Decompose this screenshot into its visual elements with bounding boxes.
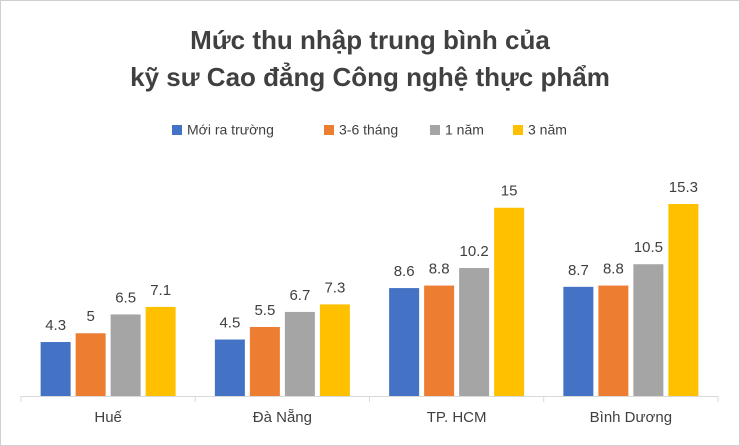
value-label: 8.7 xyxy=(568,262,589,279)
bar xyxy=(598,285,629,396)
legend-label: 3-6 tháng xyxy=(339,122,398,138)
bar xyxy=(214,339,245,396)
value-label: 4.5 xyxy=(219,314,240,331)
bar xyxy=(284,311,315,396)
value-label: 7.1 xyxy=(150,282,171,299)
value-label: 6.5 xyxy=(115,289,136,306)
bar xyxy=(75,333,106,396)
chart-title: kỹ sư Cao đẳng Công nghệ thực phẩm xyxy=(130,61,610,92)
value-label: 6.7 xyxy=(289,287,310,304)
x-tick-label: TP. HCM xyxy=(427,409,487,426)
value-label: 8.8 xyxy=(429,261,450,278)
value-label: 10.2 xyxy=(460,243,489,260)
bar xyxy=(145,306,176,396)
bar xyxy=(40,342,71,396)
legend-swatch xyxy=(324,125,334,135)
x-tick-label: Đà Nẵng xyxy=(253,409,312,426)
value-label: 8.8 xyxy=(603,261,624,278)
bar xyxy=(424,285,455,396)
bar xyxy=(459,268,490,396)
value-label: 10.5 xyxy=(634,239,663,256)
value-label: 15.3 xyxy=(669,179,698,196)
x-tick-label: Bình Dương xyxy=(590,409,672,426)
bar xyxy=(319,304,350,396)
bar xyxy=(110,314,141,396)
value-label: 5.5 xyxy=(254,302,275,319)
value-label: 8.6 xyxy=(394,263,415,280)
x-tick-label: Huế xyxy=(94,409,122,426)
bar xyxy=(494,207,525,396)
bar xyxy=(668,204,699,396)
legend-swatch xyxy=(172,125,182,135)
bar xyxy=(563,286,594,396)
bar xyxy=(249,326,280,396)
value-label: 15 xyxy=(501,183,518,200)
value-label: 7.3 xyxy=(324,279,345,296)
legend-swatch xyxy=(513,125,523,135)
bar xyxy=(389,288,420,396)
legend-label: 1 năm xyxy=(445,122,484,138)
chart-title: Mức thu nhập trung bình của xyxy=(190,25,550,55)
value-label: 5 xyxy=(86,308,94,325)
legend-label: Mới ra trường xyxy=(187,122,274,138)
legend-swatch xyxy=(430,125,440,135)
legend-label: 3 năm xyxy=(528,122,567,138)
bar xyxy=(633,264,664,396)
value-label: 4.3 xyxy=(45,317,66,334)
